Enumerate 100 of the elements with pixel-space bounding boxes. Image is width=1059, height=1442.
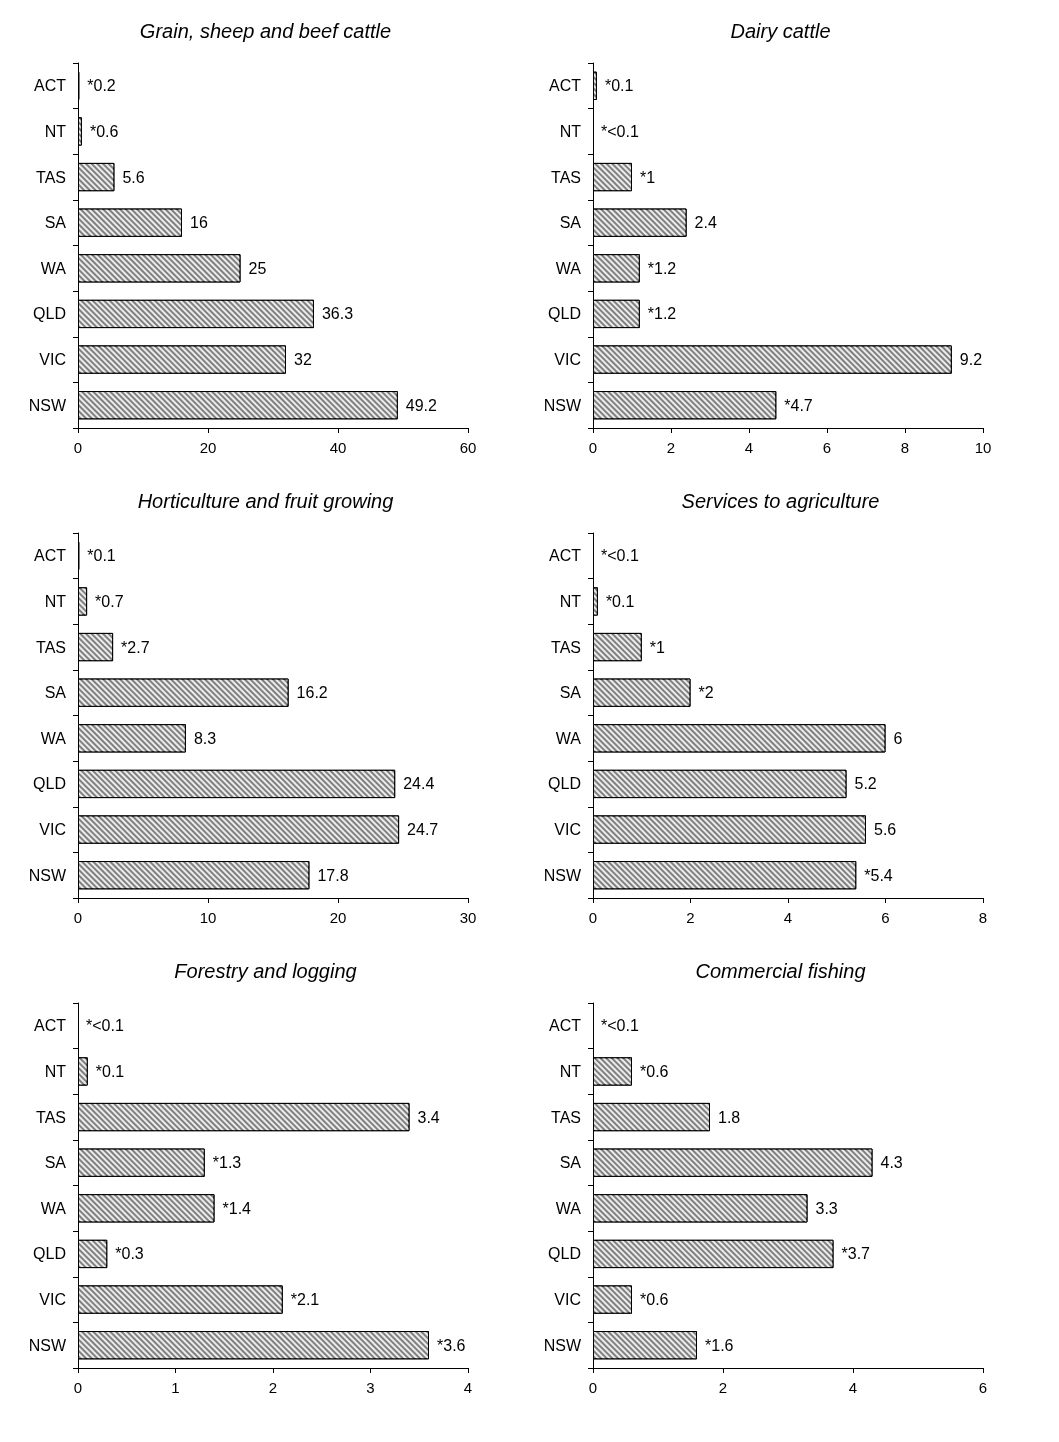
y-tick-label: VIC [554,821,581,839]
data-label: 17.8 [317,866,349,884]
data-label: *2 [698,684,714,702]
x-tick-label: 6 [978,1379,988,1396]
y-tick-label: QLD [33,305,66,323]
data-label: *0.6 [89,122,119,140]
y-tick-label: NT [44,122,67,140]
data-label: *0.2 [87,77,116,95]
chart-title: Commercial fishing [695,960,866,982]
data-label: 1.8 [718,1108,741,1126]
y-tick-label: ACT [34,547,67,565]
chart-title: Horticulture and fruit growing [137,490,394,512]
x-tick-label: 4 [744,439,754,456]
y-tick-label: VIC [554,351,581,369]
data-label: *0.7 [95,592,124,610]
data-label: 5.2 [854,775,877,793]
y-tick-label: WA [555,259,582,277]
data-label: *0.1 [605,592,635,610]
y-tick-label: TAS [551,168,581,186]
y-tick-label: TAS [36,638,66,656]
data-label: 36.3 [321,305,354,323]
data-label: 16 [190,214,208,232]
chart-title: Services to agriculture [681,490,880,512]
x-tick-label: 3 [366,1379,375,1396]
data-label: *3.6 [437,1336,466,1354]
x-tick-label: 4 [783,909,793,926]
y-tick-label: WA [40,259,67,277]
y-tick-label: NT [559,122,582,140]
y-tick-label: SA [559,1154,582,1172]
y-tick-label: NSW [28,866,67,884]
x-tick-label: 2 [268,1379,278,1396]
x-tick-label: 4 [463,1379,473,1396]
y-tick-label: NT [559,592,582,610]
data-label: *0.1 [604,77,634,95]
data-label: 8.3 [193,729,217,747]
data-label: 24.7 [407,821,439,839]
data-label: *1.6 [705,1336,734,1354]
y-tick-label: QLD [33,775,66,793]
data-label: 25 [248,259,267,277]
data-label: 4.3 [880,1154,903,1172]
data-label: 16.2 [296,684,328,702]
chart-title: Forestry and logging [174,960,357,982]
y-tick-label: NT [44,592,67,610]
y-tick-label: ACT [34,1017,67,1035]
data-label: *1 [640,168,656,186]
x-tick-label: 0 [73,909,83,926]
y-tick-label: QLD [548,1245,581,1263]
x-tick-label: 20 [329,909,347,926]
data-label: 32 [294,351,312,369]
data-label: 5.6 [874,821,897,839]
x-tick-label: 40 [329,439,347,456]
y-tick-label: SA [44,214,67,232]
y-tick-label: NT [44,1062,67,1080]
data-label: *<0.1 [601,1017,639,1035]
chart-title: Dairy cattle [730,20,831,42]
data-label: 24.4 [403,775,435,793]
y-tick-label: QLD [548,305,581,323]
x-tick-label: 8 [978,909,988,926]
data-label: *0.3 [115,1245,144,1263]
y-tick-label: ACT [549,547,582,565]
x-tick-label: 20 [199,439,217,456]
data-label: *5.4 [864,866,893,884]
x-tick-label: 1 [171,1379,180,1396]
data-label: *1 [649,638,665,656]
y-tick-label: SA [44,1154,67,1172]
x-tick-label: 6 [822,439,832,456]
y-tick-label: NSW [28,1336,67,1354]
data-label: 3.3 [815,1199,838,1217]
y-tick-label: VIC [554,1291,581,1309]
x-tick-label: 0 [588,1379,598,1396]
data-label: *0.1 [95,1062,125,1080]
x-tick-label: 4 [848,1379,858,1396]
y-tick-label: QLD [548,775,581,793]
data-label: *2.7 [121,638,150,656]
data-label: *1.3 [212,1154,242,1172]
x-tick-label: 10 [974,439,992,456]
data-label: *2.1 [290,1291,320,1309]
y-tick-label: VIC [39,821,66,839]
y-tick-label: TAS [551,638,581,656]
data-label: 2.4 [694,214,717,232]
y-tick-label: TAS [36,168,66,186]
x-tick-label: 2 [718,1379,728,1396]
x-tick-label: 0 [588,439,598,456]
data-label: 6 [893,729,903,747]
data-label: *3.7 [841,1245,871,1263]
data-label: *<0.1 [601,547,639,565]
y-tick-label: QLD [33,1245,66,1263]
y-tick-label: NT [559,1062,582,1080]
y-tick-label: WA [40,1199,67,1217]
data-label: 3.4 [417,1108,440,1126]
y-tick-label: NSW [28,396,67,414]
x-tick-label: 10 [199,909,217,926]
data-label: *1.2 [647,305,677,323]
x-tick-label: 30 [459,909,477,926]
data-label: 49.2 [405,396,438,414]
data-label: *0.1 [87,547,116,565]
chart-title: Grain, sheep and beef cattle [139,20,392,42]
data-label: *1.2 [647,259,677,277]
y-tick-label: VIC [39,351,66,369]
y-tick-label: SA [559,684,582,702]
